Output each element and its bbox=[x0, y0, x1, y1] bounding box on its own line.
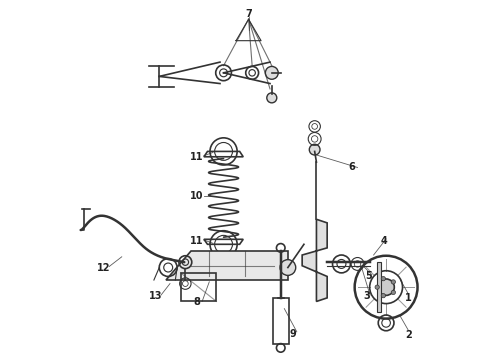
Circle shape bbox=[391, 280, 395, 284]
Circle shape bbox=[267, 93, 277, 103]
Circle shape bbox=[309, 144, 320, 155]
Circle shape bbox=[378, 279, 394, 296]
Circle shape bbox=[381, 293, 386, 298]
Text: 1: 1 bbox=[405, 293, 412, 303]
Text: 2: 2 bbox=[405, 330, 412, 341]
Text: 4: 4 bbox=[381, 236, 388, 246]
Text: 8: 8 bbox=[194, 297, 200, 307]
Text: 13: 13 bbox=[149, 291, 163, 301]
Text: 12: 12 bbox=[97, 262, 111, 273]
Text: 6: 6 bbox=[349, 162, 356, 172]
Circle shape bbox=[280, 260, 296, 275]
Circle shape bbox=[375, 285, 379, 289]
Text: 9: 9 bbox=[290, 329, 296, 339]
Circle shape bbox=[381, 276, 386, 281]
Text: 11: 11 bbox=[190, 152, 203, 162]
Text: 3: 3 bbox=[363, 291, 370, 301]
Text: 10: 10 bbox=[190, 191, 203, 201]
Polygon shape bbox=[377, 262, 381, 312]
Text: 7: 7 bbox=[245, 9, 252, 19]
Text: 5: 5 bbox=[365, 271, 371, 282]
Circle shape bbox=[266, 66, 278, 79]
Polygon shape bbox=[167, 251, 288, 280]
Text: 11: 11 bbox=[190, 236, 203, 246]
Circle shape bbox=[391, 290, 395, 294]
Polygon shape bbox=[302, 219, 327, 301]
